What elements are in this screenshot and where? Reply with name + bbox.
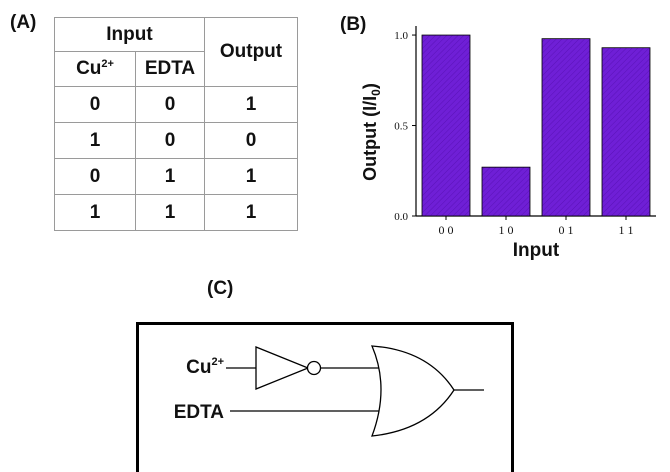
- edta-input-label: EDTA: [174, 402, 225, 423]
- table-cell: 1: [135, 194, 205, 231]
- bar-2: [541, 38, 591, 217]
- table-cell: 1: [204, 194, 298, 231]
- table-cell: 1: [54, 194, 136, 231]
- logic-gate-diagram: Cu2+ EDTA: [174, 345, 484, 437]
- not-gate-icon: [255, 346, 310, 390]
- diagram-frame: [136, 322, 514, 472]
- x-tick-label: 0 0: [439, 223, 454, 237]
- bars-group: [421, 34, 651, 217]
- bar-1: [481, 166, 531, 217]
- y-axis-label-sub: 0: [369, 89, 383, 96]
- y-tick-label: 0.0: [394, 211, 408, 223]
- table-cell: 1: [204, 158, 298, 195]
- not-gate-bubble-icon: [306, 360, 322, 376]
- bar-3: [601, 47, 651, 217]
- x-tick-label: 0 1: [559, 223, 574, 237]
- cu-input-label: Cu2+: [186, 356, 224, 378]
- cu-input-label-base: Cu: [186, 357, 211, 378]
- cu-header: Cu2+: [54, 51, 136, 87]
- cu-header-sup: 2+: [101, 58, 114, 70]
- table-cell: 1: [204, 86, 298, 123]
- cu-header-base: Cu: [76, 58, 102, 79]
- table-cell: 0: [54, 158, 136, 195]
- table-cell: 0: [54, 86, 136, 123]
- y-tick-label: 1.0: [394, 30, 408, 42]
- table-cell: 1: [135, 158, 205, 195]
- edta-header: EDTA: [135, 51, 205, 87]
- y-axis-label: Output (I/I0): [360, 83, 383, 181]
- or-gate-icon: [370, 345, 455, 437]
- panel-label-c: (C): [207, 278, 234, 299]
- y-axis-label-main: Output (I/I: [360, 96, 380, 181]
- table-cell: 0: [135, 86, 205, 123]
- x-tick-label: 1 1: [619, 223, 634, 237]
- x-tick-label: 1 0: [499, 223, 514, 237]
- x-axis-label: Input: [513, 240, 560, 260]
- panel-label-b: (B): [340, 14, 367, 35]
- table-cell: 1: [54, 122, 136, 159]
- table-cell: 0: [135, 122, 205, 159]
- panel-label-a: (A): [10, 12, 37, 33]
- ticks-group: 0 0 1 0 0 1 1 1 0.0 0.5 1.0: [394, 30, 633, 237]
- y-axis-label-end: ): [360, 83, 380, 89]
- bar-0: [421, 34, 471, 217]
- cu-input-label-sup: 2+: [211, 356, 224, 368]
- input-group-header: Input: [54, 17, 205, 52]
- output-header: Output: [204, 17, 298, 87]
- y-tick-label: 0.5: [394, 121, 408, 133]
- table-cell: 0: [204, 122, 298, 159]
